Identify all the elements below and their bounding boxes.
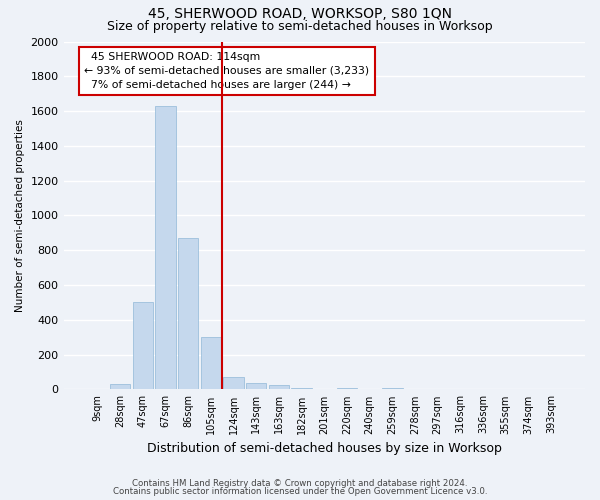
Bar bbox=[246, 384, 266, 390]
Bar bbox=[292, 388, 312, 390]
Text: Contains HM Land Registry data © Crown copyright and database right 2024.: Contains HM Land Registry data © Crown c… bbox=[132, 478, 468, 488]
Text: 45 SHERWOOD ROAD: 114sqm
← 93% of semi-detached houses are smaller (3,233)
  7% : 45 SHERWOOD ROAD: 114sqm ← 93% of semi-d… bbox=[85, 52, 370, 90]
Text: Size of property relative to semi-detached houses in Worksop: Size of property relative to semi-detach… bbox=[107, 20, 493, 33]
Bar bbox=[178, 238, 199, 390]
Text: Contains public sector information licensed under the Open Government Licence v3: Contains public sector information licen… bbox=[113, 487, 487, 496]
Bar bbox=[382, 388, 403, 390]
Bar bbox=[223, 378, 244, 390]
Y-axis label: Number of semi-detached properties: Number of semi-detached properties bbox=[15, 119, 25, 312]
Bar bbox=[314, 388, 334, 390]
Bar bbox=[133, 302, 153, 390]
Bar bbox=[155, 106, 176, 390]
Bar bbox=[110, 384, 130, 390]
Bar bbox=[337, 388, 357, 390]
Bar bbox=[200, 337, 221, 390]
Bar bbox=[269, 385, 289, 390]
Text: 45, SHERWOOD ROAD, WORKSOP, S80 1QN: 45, SHERWOOD ROAD, WORKSOP, S80 1QN bbox=[148, 8, 452, 22]
X-axis label: Distribution of semi-detached houses by size in Worksop: Distribution of semi-detached houses by … bbox=[147, 442, 502, 455]
